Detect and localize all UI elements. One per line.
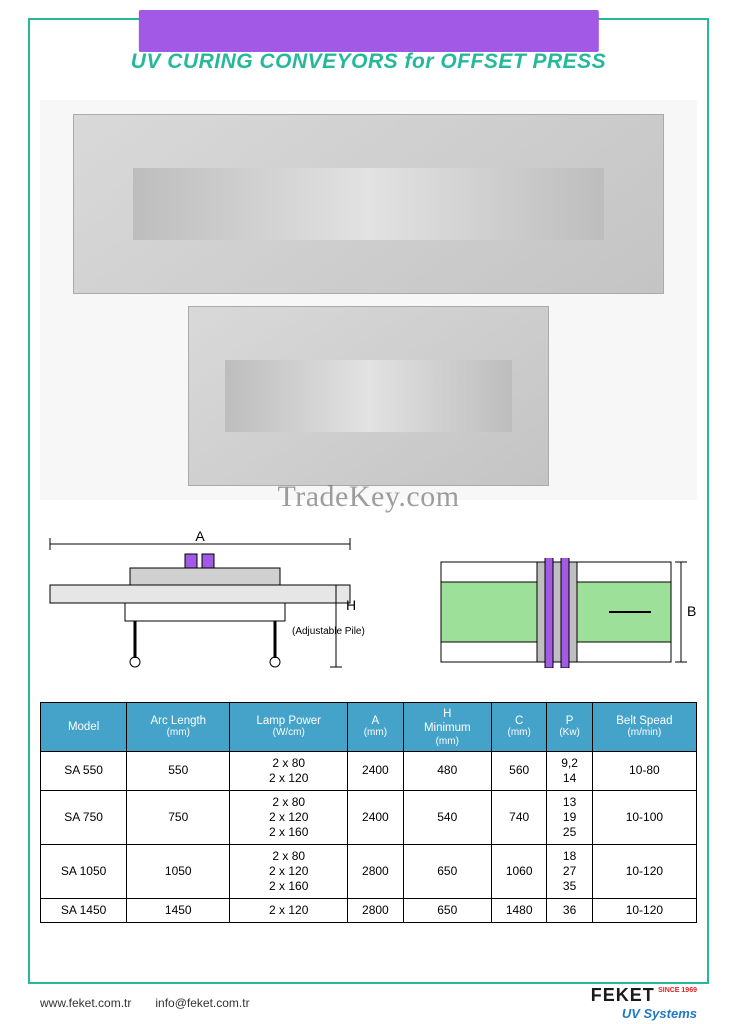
table-row: SA 7507502 x 80 2 x 120 2 x 160240054074… [41, 790, 697, 844]
diagram-top-view: B [437, 558, 697, 668]
brand-block: FEKET SINCE 1969 UV Systems [591, 985, 697, 1021]
spec-table: Model Arc Length(mm) Lamp Power(W/cm) A(… [40, 702, 697, 923]
col-model: Model [41, 703, 127, 752]
footer-divider [28, 982, 709, 984]
col-arc: Arc Length(mm) [127, 703, 230, 752]
product-photo-2 [188, 306, 549, 486]
col-a: A(mm) [348, 703, 403, 752]
cell-belt: 10-120 [592, 844, 696, 898]
footer: www.feket.com.tr info@feket.com.tr FEKET… [28, 988, 709, 1018]
cell-arc: 1050 [127, 844, 230, 898]
cell-p: 13 19 25 [547, 790, 592, 844]
pile-note: (Adjustable Pile) [292, 626, 365, 637]
product-photo-area [40, 100, 697, 500]
cell-lamp: 2 x 80 2 x 120 2 x 160 [230, 790, 348, 844]
cell-p: 36 [547, 898, 592, 922]
col-p: P(Kw) [547, 703, 592, 752]
cell-lamp: 2 x 80 2 x 120 2 x 160 [230, 844, 348, 898]
cell-arc: 750 [127, 790, 230, 844]
col-belt: Belt Spead(m/min) [592, 703, 696, 752]
cell-h: 480 [403, 751, 491, 790]
brand-subtitle: UV Systems [591, 1006, 697, 1021]
cell-a: 2800 [348, 898, 403, 922]
table-row: SA 5505502 x 80 2 x 12024004805609,2 141… [41, 751, 697, 790]
col-h: H Minimum(mm) [403, 703, 491, 752]
cell-model: SA 750 [41, 790, 127, 844]
brand-since: SINCE 1969 [658, 987, 697, 994]
cell-h: 650 [403, 898, 491, 922]
cell-model: SA 1450 [41, 898, 127, 922]
dim-H-label: H [346, 597, 356, 613]
cell-c: 1060 [491, 844, 546, 898]
product-photo-1 [73, 114, 664, 294]
table-row: SA 145014502 x 120280065014803610-120 [41, 898, 697, 922]
cell-belt: 10-100 [592, 790, 696, 844]
dim-A-label: A [195, 530, 205, 544]
cell-h: 540 [403, 790, 491, 844]
cell-c: 740 [491, 790, 546, 844]
cell-arc: 550 [127, 751, 230, 790]
brand-logo: FEKET [591, 985, 655, 1005]
cell-lamp: 2 x 120 [230, 898, 348, 922]
col-lamp: Lamp Power(W/cm) [230, 703, 348, 752]
cell-model: SA 550 [41, 751, 127, 790]
table-header-row: Model Arc Length(mm) Lamp Power(W/cm) A(… [41, 703, 697, 752]
cell-a: 2800 [348, 844, 403, 898]
cell-a: 2400 [348, 751, 403, 790]
cell-c: 1480 [491, 898, 546, 922]
cell-h: 650 [403, 844, 491, 898]
cell-belt: 10-120 [592, 898, 696, 922]
cell-lamp: 2 x 80 2 x 120 [230, 751, 348, 790]
footer-website-link[interactable]: www.feket.com.tr [40, 996, 131, 1010]
cell-model: SA 1050 [41, 844, 127, 898]
dim-B-label: B [687, 603, 696, 619]
page-title-bar: UV CURING CONVEYORS for OFFSET PRESS [74, 44, 664, 80]
cell-belt: 10-80 [592, 751, 696, 790]
table-row: SA 105010502 x 80 2 x 120 2 x 1602800650… [41, 844, 697, 898]
footer-email-link[interactable]: info@feket.com.tr [155, 996, 249, 1010]
cell-arc: 1450 [127, 898, 230, 922]
cell-a: 2400 [348, 790, 403, 844]
col-c: C(mm) [491, 703, 546, 752]
diagram-area: A H (Adjustable Pile) B [40, 530, 697, 690]
cell-p: 18 27 35 [547, 844, 592, 898]
cell-p: 9,2 14 [547, 751, 592, 790]
cell-c: 560 [491, 751, 546, 790]
diagram-side-view: A H (Adjustable Pile) [40, 530, 370, 690]
page-title: UV CURING CONVEYORS for OFFSET PRESS [131, 50, 606, 73]
